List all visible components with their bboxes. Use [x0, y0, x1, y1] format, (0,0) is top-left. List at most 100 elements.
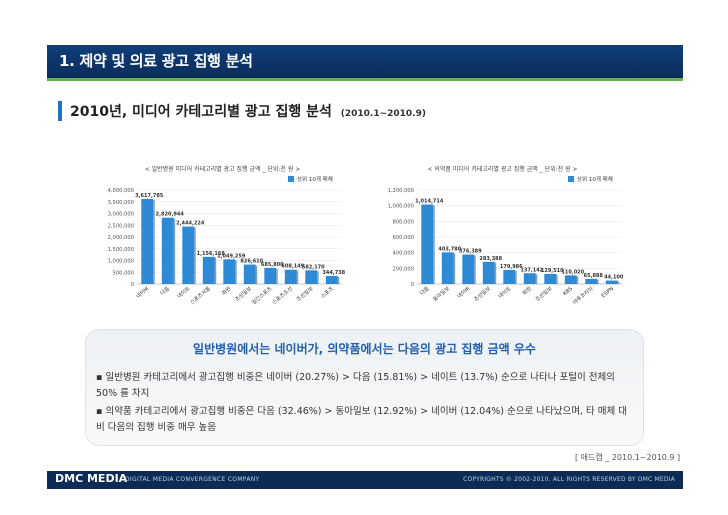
- legend-swatch: [288, 176, 294, 182]
- chart-title: < 의약품 미디어 카테고리별 광고 집행 금액 _ 단위:천 원 >: [427, 165, 577, 173]
- medicine-chart: < 의약품 미디어 카테고리별 광고 집행 금액 _ 단위:천 원 > 상위 10…: [375, 163, 630, 313]
- bar-shadow: [617, 281, 620, 284]
- x-tick-label: 스포츠조선: [270, 284, 294, 306]
- bar: [585, 278, 598, 284]
- bar: [523, 273, 536, 284]
- page-title: 1. 제약 및 의료 광고 집행 분석: [59, 52, 253, 70]
- bar: [503, 269, 516, 284]
- x-tick-label: 네이버: [455, 284, 471, 300]
- bar-shadow: [515, 270, 517, 284]
- bar-value-label: 1,014,714: [415, 199, 444, 205]
- bar-shadow: [296, 270, 299, 284]
- y-tick-label: 400,000: [393, 251, 414, 257]
- x-tick-label: ESPN: [601, 286, 616, 300]
- bar-value-label: 179,986: [500, 264, 523, 270]
- bar-shadow: [433, 205, 435, 284]
- bar-value-label: 685,800: [261, 262, 284, 268]
- y-tick-label: 200,000: [393, 266, 414, 272]
- x-tick-label: 일간스포츠: [250, 284, 274, 306]
- bar-shadow: [194, 227, 196, 284]
- bar: [605, 280, 618, 284]
- bar: [462, 254, 475, 284]
- bar-value-label: 3,617,785: [135, 193, 164, 199]
- bar: [182, 226, 195, 284]
- y-tick-label: 2,000,000: [108, 235, 134, 241]
- x-tick-label: 파란: [520, 284, 533, 296]
- bar-shadow: [535, 274, 538, 284]
- section-marker: [58, 101, 62, 121]
- x-tick-label: 조선일보: [233, 284, 253, 303]
- bar-value-label: 137,142: [520, 267, 543, 273]
- x-tick-label: 야후코리아: [571, 284, 595, 306]
- bar: [305, 270, 318, 284]
- section-title-text: 2010년, 미디어 카테고리별 광고 집행 분석: [70, 104, 332, 120]
- hospital-chart-svg: < 일반병원 미디어 카테고리별 광고 집행 금액 _ 단위:천 원 > 상위 1…: [108, 165, 346, 306]
- bar-shadow: [235, 260, 237, 284]
- x-tick-label: 동아일보: [431, 284, 451, 303]
- summary-title: 일반병원에서는 네이버가, 의약품에서는 다음의 광고 집행 금액 우수: [193, 342, 536, 356]
- bar-shadow: [337, 276, 340, 284]
- page-header: 1. 제약 및 의료 광고 집행 분석: [47, 45, 683, 81]
- bar-shadow: [453, 253, 456, 284]
- x-tick-label: KBS: [562, 286, 574, 298]
- bar: [421, 204, 434, 284]
- x-tick-label: 파란: [220, 284, 233, 296]
- bar-shadow: [576, 276, 579, 284]
- footer: DMC MEDIA DIGITAL MEDIA CONVERGENCE COMP…: [47, 471, 683, 489]
- y-tick-label: 1,500,000: [108, 247, 134, 253]
- x-tick-label: 네이트: [496, 284, 512, 300]
- y-tick-label: 3,000,000: [108, 212, 134, 218]
- bar-shadow: [173, 218, 176, 284]
- bar: [284, 269, 297, 284]
- bar: [325, 275, 338, 284]
- bar-shadow: [474, 255, 476, 284]
- bar-value-label: 2,820,944: [156, 212, 185, 218]
- x-tick-label: 네이버: [134, 284, 150, 300]
- bar-shadow: [276, 268, 278, 284]
- summary-bullet-1: ▪ 일반병원 카테고리에서 광고집행 비중은 네이버 (20.27%) > 다음…: [96, 372, 615, 399]
- y-tick-label: 500,000: [113, 270, 134, 276]
- y-tick-label: 1,000,000: [388, 204, 414, 210]
- bar-value-label: 283,388: [479, 256, 502, 262]
- bar: [441, 252, 454, 284]
- bar-value-label: 65,888: [584, 273, 604, 279]
- y-tick-label: 1,200,000: [388, 188, 414, 194]
- bar-value-label: 1,156,158: [197, 251, 226, 257]
- x-tick-label: 조선일보: [533, 284, 553, 303]
- bar: [544, 273, 557, 284]
- bar-value-label: 44,100: [604, 275, 624, 281]
- bar-shadow: [255, 265, 258, 284]
- x-tick-label: 다음: [158, 284, 171, 296]
- bar-value-label: 608,149: [281, 264, 304, 270]
- bar-value-label: 826,610: [240, 259, 263, 265]
- bar-value-label: 376,389: [459, 249, 482, 255]
- bar-value-label: 403,780: [438, 246, 461, 252]
- bar-value-label: 1,049,259: [217, 253, 246, 259]
- x-tick-label: 다음: [418, 284, 431, 296]
- bar: [243, 264, 256, 284]
- summary-box: 일반병원에서는 네이버가, 의약품에서는 다음의 광고 집행 금액 우수 ▪ 일…: [85, 329, 644, 446]
- y-tick-label: 4,000,000: [108, 188, 134, 194]
- y-tick-label: 0: [131, 282, 134, 288]
- section-period: (2010.1~2010.9): [340, 109, 426, 119]
- bar-shadow: [597, 279, 599, 284]
- y-tick-label: 600,000: [393, 235, 414, 241]
- x-tick-label: 조선일보: [472, 284, 492, 303]
- y-tick-label: 800,000: [393, 219, 414, 225]
- bar: [202, 256, 215, 284]
- bar: [482, 261, 495, 284]
- bar: [141, 198, 154, 284]
- x-tick-label: 스포츠: [319, 285, 335, 300]
- bar-shadow: [556, 274, 558, 284]
- section-title: 2010년, 미디어 카테고리별 광고 집행 분석 (2010.1~2010.9…: [70, 101, 426, 121]
- bar: [264, 267, 277, 284]
- y-tick-label: 0: [411, 282, 414, 288]
- legend-label: 상위 10개 매체: [297, 175, 333, 183]
- bar-value-label: 110,020: [561, 269, 584, 275]
- x-tick-label: 네이트: [175, 284, 191, 300]
- medicine-chart-svg: < 의약품 미디어 카테고리별 광고 집행 금액 _ 단위:천 원 >상위 10…: [388, 165, 624, 306]
- x-tick-label: 스포츠서울: [188, 284, 212, 306]
- chart-title: < 일반병원 미디어 카테고리별 광고 집행 금액 _ 단위:천 원 >: [145, 165, 301, 173]
- bar-value-label: 129,510: [541, 268, 564, 274]
